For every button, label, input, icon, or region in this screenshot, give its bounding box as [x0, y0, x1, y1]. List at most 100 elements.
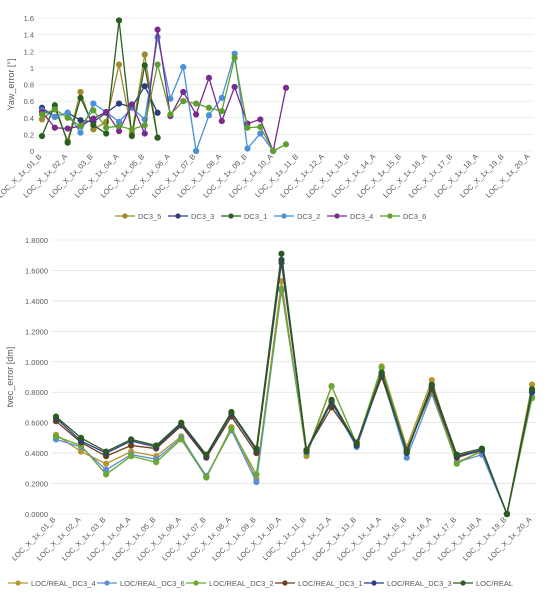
data-point	[244, 145, 251, 152]
data-point	[52, 413, 60, 420]
legend-entry: DC3_6	[380, 212, 426, 221]
y-tick-label: 0	[30, 147, 34, 156]
data-point	[244, 124, 251, 131]
data-point	[193, 111, 200, 118]
x-tick-label: LOC_X_1x_10_A	[235, 515, 283, 563]
legend-label: LOC/REAL_DC3_1	[298, 579, 363, 588]
data-point	[167, 111, 174, 118]
data-point	[203, 474, 210, 481]
legend-entry: DC3_4	[327, 212, 373, 221]
legend-marker	[334, 213, 340, 219]
data-point	[218, 117, 225, 125]
legend-label: DC3_5	[138, 212, 161, 221]
data-point	[218, 108, 225, 115]
legend-marker	[282, 580, 288, 586]
legend-entry: LOC/REAL_DC3_4	[8, 579, 96, 588]
data-point	[278, 250, 285, 257]
x-tick-label: LOC_X_1x_16_A	[386, 515, 434, 563]
legend-label: DC3_1	[244, 212, 267, 221]
series-line-loc-real-dc3-1	[55, 262, 533, 515]
data-point	[257, 116, 264, 123]
legend-entry: LOC/REAL	[453, 579, 513, 588]
data-point	[51, 124, 58, 131]
data-point	[218, 94, 225, 101]
y-tick-label: 0.2000	[25, 480, 48, 489]
data-point	[231, 54, 238, 62]
legend-entry: DC3_3	[168, 212, 214, 221]
data-point	[103, 108, 110, 116]
data-point	[77, 94, 84, 101]
data-point	[103, 460, 110, 467]
series-line-loc-real-dc3-4	[55, 280, 533, 515]
series-line-loc-real-dc3-6	[55, 289, 533, 515]
data-point	[77, 122, 84, 130]
x-tick-label: LOC_X_1x_04_A	[85, 515, 133, 563]
x-tick-label: LOC_X_1x_01_B	[10, 515, 58, 563]
data-point	[180, 98, 187, 105]
x-tick-label: LOC_X_1x_15_B	[361, 515, 409, 563]
legend-entry: DC3_5	[115, 212, 161, 221]
data-point	[115, 61, 123, 68]
data-point	[453, 460, 460, 467]
data-point	[528, 386, 536, 393]
data-point	[378, 369, 385, 376]
y-axis-label: Yaw_error [°]	[6, 59, 16, 111]
data-point	[153, 442, 160, 449]
data-point	[180, 63, 187, 71]
data-point	[128, 101, 135, 108]
data-point	[503, 510, 511, 518]
data-point	[231, 83, 238, 91]
data-point	[64, 114, 71, 121]
legend-entry: LOC/REAL_DC3_2	[186, 579, 274, 588]
data-point	[253, 478, 260, 486]
data-point	[141, 51, 148, 58]
data-point	[77, 88, 84, 96]
data-point	[193, 100, 200, 107]
tvec-error-chart: 0.0000 0.2000 0.4000 0.6000 0.8000 1.0000 1.20…	[5, 236, 536, 588]
x-tick-label: LOC_X_1x_07_B	[160, 515, 208, 563]
data-point	[77, 129, 84, 136]
data-point	[205, 112, 213, 119]
legend-label: LOC/REAL_DC3_4	[31, 579, 96, 588]
data-point	[203, 451, 210, 458]
x-tick-label: LOC_X_1x_19_B	[461, 515, 509, 563]
y-tick-label: 1	[30, 64, 34, 73]
legend-marker	[460, 580, 466, 586]
data-point	[270, 147, 277, 155]
legend-entry: LOC/REAL_DC3_6	[97, 579, 185, 588]
legend-marker	[15, 580, 21, 586]
legend-label: LOC/REAL	[476, 579, 513, 588]
data-point	[128, 126, 135, 133]
x-tick-label: LOC_X_1x_13_B	[310, 515, 358, 563]
data-point	[115, 17, 123, 24]
data-point	[64, 139, 71, 146]
series-line-loc-real-dc3-2	[55, 288, 533, 515]
data-point	[154, 26, 161, 33]
data-point	[38, 111, 46, 118]
series-line-loc-real	[55, 253, 533, 515]
y-tick-label: 0.4	[24, 114, 34, 123]
x-tick-label: LOC_X_1x_09_B	[210, 515, 258, 563]
data-point	[154, 61, 161, 68]
data-point	[90, 115, 97, 122]
data-point	[193, 147, 200, 155]
data-point	[453, 451, 460, 458]
data-point	[77, 434, 85, 441]
x-tick-label: LOC_X_1x_17_B	[411, 515, 459, 563]
y-tick-label: 1.6	[24, 14, 34, 23]
data-point	[115, 122, 123, 130]
y-tick-label: 0.4000	[25, 449, 48, 458]
data-point	[253, 471, 260, 478]
data-point	[328, 396, 335, 403]
data-point	[282, 141, 290, 148]
legend-label: LOC/REAL_DC3_3	[387, 579, 452, 588]
data-point	[103, 448, 110, 455]
legend-marker	[122, 213, 128, 219]
legend-label: LOC/REAL_DC3_6	[120, 579, 185, 588]
data-point	[478, 445, 485, 452]
data-point	[64, 125, 71, 132]
y-tick-label: 1.2000	[25, 327, 48, 336]
legend-marker	[175, 213, 181, 219]
data-point	[90, 122, 97, 129]
